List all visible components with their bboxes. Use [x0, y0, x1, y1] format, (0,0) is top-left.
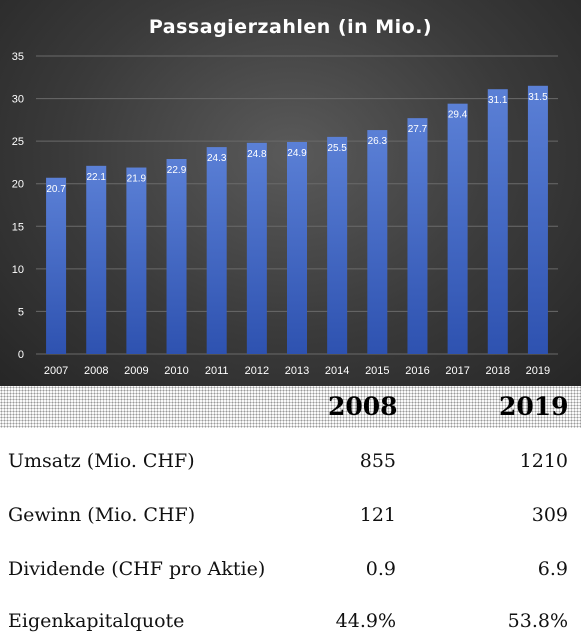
- bar: [86, 165, 107, 354]
- table-cell-2008: 121: [359, 504, 396, 526]
- y-tick-label: 0: [18, 349, 24, 361]
- table-row-label: Umsatz (Mio. CHF): [8, 450, 195, 472]
- x-tick-label: 2010: [164, 365, 188, 377]
- x-tick-label: 2019: [526, 365, 550, 377]
- x-tick-label: 2014: [325, 365, 349, 377]
- x-tick-label: 2018: [486, 365, 510, 377]
- table-row-label: Dividende (CHF pro Aktie): [8, 558, 266, 580]
- data-label: 26.3: [368, 136, 388, 147]
- chart-panel: Passagierzahlen (in Mio.) 0 5 10 15 20 25 30 35…: [0, 0, 581, 386]
- data-label: 31.5: [528, 92, 548, 103]
- x-tick-label: 2015: [365, 365, 389, 377]
- x-tick-label: 2011: [205, 365, 229, 377]
- data-label: 21.9: [127, 174, 147, 185]
- data-label: 29.4: [448, 110, 468, 121]
- data-label: 22.9: [167, 165, 187, 176]
- table-cell-2019: 309: [531, 504, 568, 526]
- data-label: 27.7: [408, 124, 428, 135]
- chart-title: Passagierzahlen (in Mio.): [148, 16, 433, 38]
- table-row-label: Gewinn (Mio. CHF): [8, 504, 196, 526]
- x-tick-label: 2009: [124, 365, 148, 377]
- table-cell-2019: 1210: [519, 450, 568, 472]
- y-tick-label: 5: [18, 306, 24, 318]
- x-tick-label: 2012: [245, 365, 269, 377]
- bar: [327, 136, 348, 354]
- y-tick-label: 35: [12, 51, 24, 63]
- x-tick-label: 2008: [84, 365, 108, 377]
- data-label: 24.8: [247, 149, 267, 160]
- x-tick-label: 2017: [445, 365, 469, 377]
- bar: [487, 89, 508, 354]
- table-cell-2008: 0.9: [365, 558, 396, 580]
- y-tick-label: 20: [12, 179, 24, 191]
- data-label: 20.7: [46, 184, 66, 195]
- bar: [206, 147, 227, 354]
- x-tick-label: 2007: [44, 365, 68, 377]
- data-label: 31.1: [488, 95, 508, 106]
- data-label: 24.3: [207, 153, 227, 164]
- x-tick-label: 2016: [405, 365, 429, 377]
- bar: [527, 85, 548, 355]
- table-cell-2019: 53.8%: [507, 610, 568, 632]
- data-label: 24.9: [287, 148, 307, 159]
- data-label: 25.5: [327, 143, 347, 154]
- data-label: 22.1: [86, 172, 106, 183]
- y-tick-label: 30: [12, 94, 24, 106]
- table-cell-2019: 6.9: [537, 558, 568, 580]
- bar: [287, 141, 307, 354]
- bar: [367, 130, 388, 354]
- column-header-2019: 2019: [499, 392, 569, 421]
- bar: [246, 142, 267, 354]
- bar: [46, 177, 67, 354]
- table-cell-2008: 44.9%: [335, 610, 396, 632]
- y-tick-label: 15: [12, 221, 24, 233]
- bar: [447, 103, 468, 355]
- y-tick-label: 25: [12, 136, 24, 148]
- table-row-label: Eigenkapitalquote: [8, 610, 185, 632]
- bar-chart: 0 5 10 15 20 25 30 35 20.7 2007 22.1 2008 21.9 2009 22…: [12, 51, 558, 377]
- column-header-2008: 2008: [328, 392, 398, 421]
- bar: [126, 167, 147, 354]
- bar: [166, 159, 187, 354]
- bar: [407, 118, 428, 354]
- y-tick-label: 10: [12, 264, 24, 276]
- table-header-band: [0, 386, 581, 428]
- x-tick-label: 2013: [285, 365, 309, 377]
- table-cell-2008: 855: [359, 450, 396, 472]
